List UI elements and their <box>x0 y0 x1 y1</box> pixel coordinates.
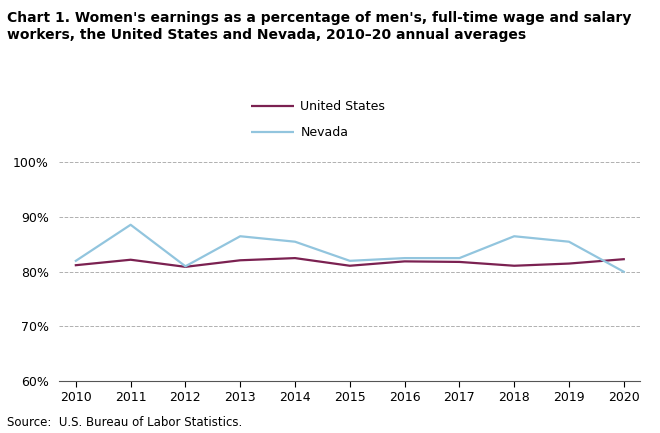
Text: United States: United States <box>300 100 385 113</box>
Text: Source:  U.S. Bureau of Labor Statistics.: Source: U.S. Bureau of Labor Statistics. <box>7 416 242 429</box>
Text: Nevada: Nevada <box>300 126 348 139</box>
Text: Chart 1. Women's earnings as a percentage of men's, full-time wage and salary
wo: Chart 1. Women's earnings as a percentag… <box>7 11 631 42</box>
